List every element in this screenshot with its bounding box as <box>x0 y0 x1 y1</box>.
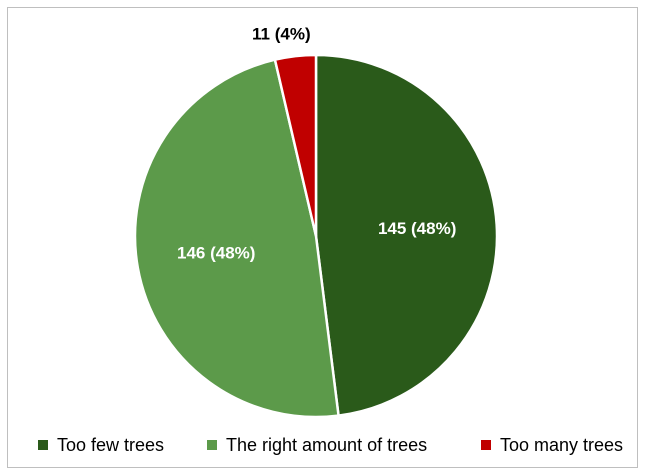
legend-swatch-too-few-trees <box>38 440 48 450</box>
legend-item-too-few-trees: Too few trees <box>38 432 164 458</box>
pie-slice-too-few-trees <box>314 53 499 417</box>
data-label-too-few-trees: 145 (48%) <box>378 219 456 238</box>
legend-item-right-amount-of-trees: The right amount of trees <box>207 432 427 458</box>
legend-item-too-many-trees: Too many trees <box>481 432 623 458</box>
legend-swatch-right-amount-of-trees <box>207 440 217 450</box>
legend: Too few trees The right amount of trees … <box>0 432 647 458</box>
pie-slice-right-amount-of-trees <box>133 58 340 419</box>
legend-label-right-amount-of-trees: The right amount of trees <box>226 434 428 455</box>
data-label-too-many-trees: 11 (4%) <box>252 24 311 43</box>
legend-label-too-few-trees: Too few trees <box>57 434 165 455</box>
data-label-right-amount-of-trees: 146 (48%) <box>177 243 255 262</box>
pie-slice-too-many-trees <box>273 53 318 237</box>
legend-label-too-many-trees: Too many trees <box>500 434 624 455</box>
legend-swatch-too-many-trees <box>481 440 491 450</box>
